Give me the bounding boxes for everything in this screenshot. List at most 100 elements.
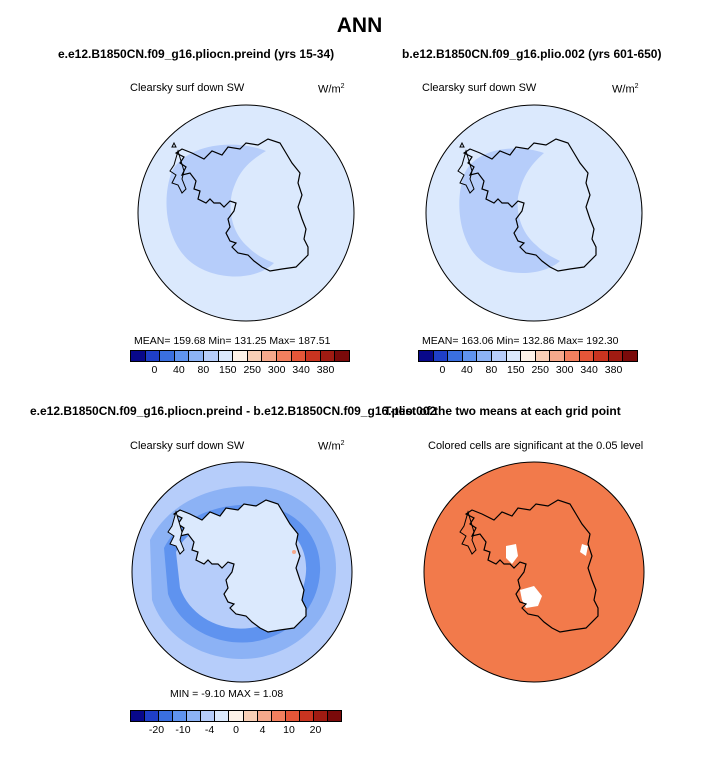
panel3-colorbar-swatch-0 [131, 711, 146, 721]
panel3-colorbar-swatch-3 [173, 711, 188, 721]
panel1-colorbar-swatch-3 [174, 351, 190, 361]
panel3-colorbar-swatch-5 [201, 711, 216, 721]
panel3-colorbar-swatch-7 [229, 711, 244, 721]
panel3-units: W/m2 [318, 440, 345, 453]
panel1-colorbar-swatches [130, 350, 350, 362]
panel2-colorbar-swatch-7 [521, 351, 536, 361]
panel3-colorbar-swatches [130, 710, 342, 722]
panel3-stats: MIN = -9.10 MAX = 1.08 [170, 688, 284, 700]
panel1-colorbar-swatch-7 [233, 351, 248, 361]
panel4-white-patch-1 [506, 544, 518, 564]
panel2-colorbar-swatch-10 [564, 351, 580, 361]
panel2-colorbar-tick-label: 300 [555, 364, 574, 376]
panel2-colorbar-tick-label: 0 [439, 364, 446, 376]
panel1-colorbar-swatch-14 [335, 351, 349, 361]
panel1-colorbar-swatch-6 [218, 351, 234, 361]
panel4-map [423, 461, 645, 683]
panel2-colorbar-swatch-9 [550, 351, 565, 361]
panel3-colorbar-swatch-1 [145, 711, 160, 721]
panel1-colorbar-swatch-5 [203, 351, 219, 361]
panel1-island [171, 141, 177, 148]
panel1-colorbar-tick-label: 150 [219, 364, 237, 376]
panel1-colorbar-swatch-1 [145, 351, 161, 361]
panel3-colorbar-swatch-12 [299, 711, 314, 721]
panel3-colorbar-tick-label: -4 [204, 724, 215, 736]
panel2-title: b.e12.B1850CN.f09_g16.plio.002 (yrs 601-… [402, 47, 662, 61]
panel2-island [459, 141, 465, 148]
panel2-map [425, 104, 643, 322]
panel1-colorbar-swatch-4 [189, 351, 204, 361]
panel3-colorbar-swatch-13 [313, 711, 328, 721]
panel1-stats: MEAN= 159.68 Min= 131.25 Max= 187.51 [134, 335, 331, 347]
panel1-colorbar-ticks: 0 40 80 150 250 300 340 380 [130, 362, 350, 376]
panel4-subtitle: Colored cells are significant at the 0.0… [428, 440, 644, 452]
panel3-colorbar-swatch-8 [243, 711, 258, 721]
panel3-colorbar-swatch-9 [257, 711, 272, 721]
panel2-colorbar-tick-label: 80 [485, 364, 498, 376]
panel1-colorbar-tick-label: 340 [292, 364, 310, 376]
panel3-colorbar-tick-label: 4 [259, 724, 266, 736]
panel3-map [131, 461, 353, 683]
panel3-title: e.e12.B1850CN.f09_g16.pliocn.preind - b.… [30, 404, 437, 418]
panel2-colorbar-swatches [418, 350, 638, 362]
panel2-colorbar-swatch-5 [491, 351, 507, 361]
panel3-colorbar-swatch-6 [215, 711, 230, 721]
panel4-significant-area [423, 461, 645, 683]
panel2-peninsula [457, 149, 475, 194]
panel1-subtitle: Clearsky surf down SW [130, 82, 245, 94]
panel2-colorbar-swatch-0 [419, 351, 434, 361]
panel2-colorbar-swatch-8 [535, 351, 551, 361]
panel3-colorbar-swatch-14 [327, 711, 341, 721]
panel2-colorbar-swatch-2 [448, 351, 463, 361]
panel2-colorbar-swatch-4 [477, 351, 492, 361]
panel1-colorbar-tick-label: 0 [151, 364, 158, 376]
panel2-subtitle: Clearsky surf down SW [422, 82, 537, 94]
panel1-colorbar-swatch-13 [320, 351, 336, 361]
panel3-colorbar-tick-label: -20 [148, 724, 165, 736]
panel4-white-patch-3 [580, 544, 588, 556]
panel3-colorbar-tick-label: 20 [309, 724, 322, 736]
panel3-colorbar-ticks: -20 -10 -4 0 4 10 20 [130, 722, 342, 736]
panel1-colorbar-tick-label: 380 [316, 364, 335, 376]
panel2-colorbar-tick-label: 150 [507, 364, 525, 376]
panel3-peninsula [167, 510, 185, 555]
panel1-colorbar-tick-label: 40 [173, 364, 185, 376]
panel4-peninsula [459, 510, 477, 555]
panel2-colorbar-ticks: 0 40 80 150 250 300 340 380 [418, 362, 638, 376]
panel3-colorbar-swatch-10 [271, 711, 286, 721]
panel1-colorbar-tick-label: 300 [267, 364, 286, 376]
panel3-colorbar-tick-label: 10 [283, 724, 295, 736]
panel1-colorbar-tick-label: 250 [243, 364, 261, 376]
panel1-colorbar-swatch-9 [262, 351, 277, 361]
panel4-white-patch-2 [520, 586, 542, 608]
panel1-colorbar-swatch-10 [276, 351, 292, 361]
panel3-colorbar-tick-label: 0 [233, 724, 239, 736]
panel2-ring [459, 148, 560, 273]
panel2-colorbar-tick-label: 340 [580, 364, 598, 376]
panel1-colorbar: 0 40 80 150 250 300 340 380 [130, 350, 350, 376]
panel1-colorbar-swatch-8 [247, 351, 263, 361]
panel2-colorbar-swatch-14 [623, 351, 637, 361]
panel2-colorbar-swatch-11 [579, 351, 595, 361]
panel2-colorbar-tick-label: 250 [531, 364, 549, 376]
panel3-subtitle: Clearsky surf down SW [130, 440, 245, 452]
panel1-colorbar-swatch-2 [160, 351, 175, 361]
panel3-colorbar: -20 -10 -4 0 4 10 20 [130, 710, 342, 736]
panel2-colorbar-swatch-6 [506, 351, 522, 361]
panel2-stats: MEAN= 163.06 Min= 132.86 Max= 192.30 [422, 335, 619, 347]
panel4-antarctica-coast [464, 499, 599, 633]
panel1-antarctica-coast [174, 138, 309, 272]
panel3-colorbar-tick-label: -10 [175, 724, 191, 736]
panel1-units: W/m2 [318, 83, 345, 96]
panel2-colorbar-swatch-13 [608, 351, 624, 361]
panel3-positive-spot [292, 550, 296, 554]
panel2-colorbar-tick-label: 40 [461, 364, 473, 376]
panel2-colorbar-swatch-12 [594, 351, 609, 361]
panel1-title: e.e12.B1850CN.f09_g16.pliocn.preind (yrs… [58, 47, 335, 61]
panel2-colorbar-swatch-1 [433, 351, 449, 361]
panel3-colorbar-swatch-4 [187, 711, 202, 721]
panel1-colorbar-tick-label: 80 [197, 364, 210, 376]
panel4-title: T-test of the two means at each grid poi… [384, 404, 621, 418]
figure-title: ANN [336, 14, 383, 37]
panel1-map [137, 104, 355, 322]
